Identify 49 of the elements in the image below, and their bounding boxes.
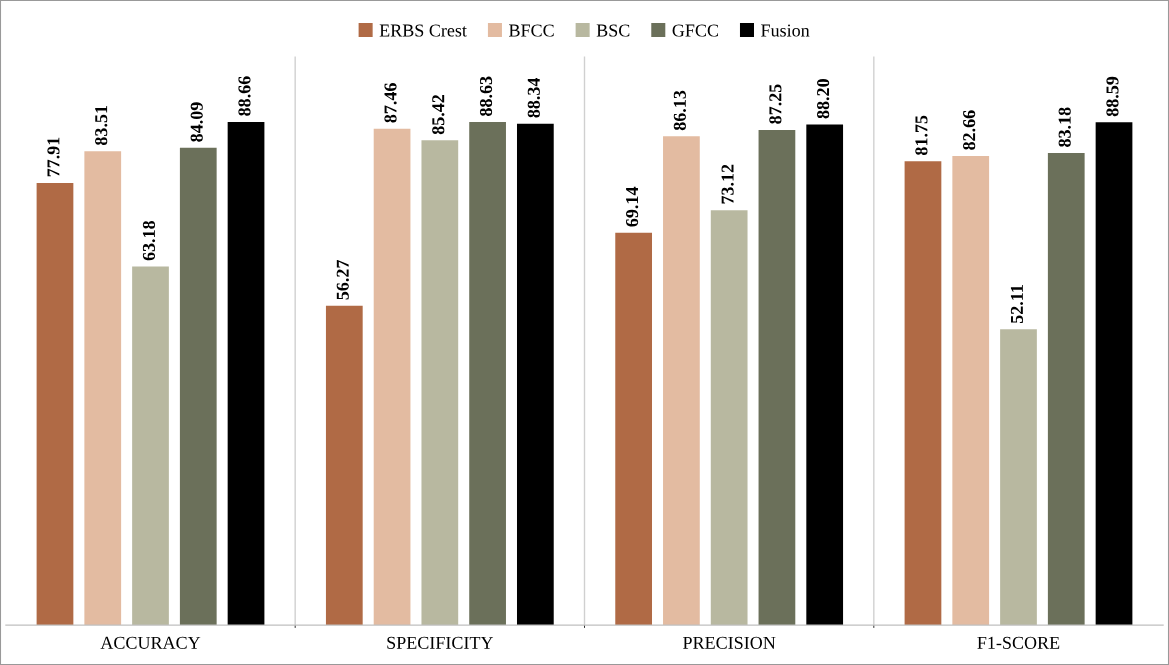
legend-label: BFCC [509,24,554,37]
bar [373,128,411,626]
data-label: 83.18 [1058,107,1071,147]
data-label: 88.66 [238,76,251,116]
data-label: 88.34 [527,77,540,118]
legend-label: BSC [596,24,630,37]
bar [663,136,700,626]
bar [904,161,942,626]
data-label: 84.09 [190,102,203,142]
bar [227,121,265,626]
data-label: 77.91 [47,137,60,177]
data-label: 88.20 [817,79,830,119]
data-label: 87.46 [384,83,397,123]
bar [516,123,554,626]
data-label: 85.42 [432,94,445,135]
bar [952,155,990,626]
data-label: 81.75 [915,115,928,155]
x-tick-label: ACCURACY [100,636,201,649]
bar [1047,153,1085,626]
bar [84,151,122,626]
bar [1095,122,1133,626]
data-label: 63.18 [142,220,156,261]
legend-label: ERBS Crest [379,24,467,37]
data-label: 73.12 [721,164,734,204]
bar [36,182,74,626]
data-label: 52.11 [1010,285,1024,324]
legend-label: GFCC [672,24,718,37]
data-label: 83.51 [95,105,108,146]
data-label: 82.66 [963,110,976,150]
data-label: 86.13 [673,90,686,131]
data-label: 87.25 [769,84,782,124]
bar [132,266,169,626]
bar [758,129,796,626]
bar [325,305,363,626]
bar [806,124,844,626]
x-tick-label: F1-SCORE [977,636,1060,649]
bar [421,140,459,626]
legend-label: Fusion [761,24,810,37]
bar [469,122,506,626]
bar [710,210,748,626]
x-tick-label: SPECIFICITY [387,636,494,649]
bar [615,232,653,626]
bar [179,147,217,626]
data-label: 88.59 [1106,76,1119,117]
bar [1000,329,1037,626]
x-tick-label: PRECISION [683,636,776,649]
data-label: 56.27 [336,260,349,300]
data-label: 88.63 [479,76,493,116]
data-label: 69.14 [626,186,639,227]
